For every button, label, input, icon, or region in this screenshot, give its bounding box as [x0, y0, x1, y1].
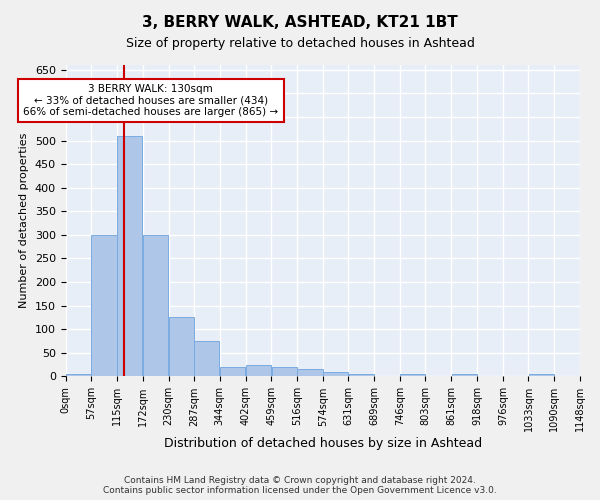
- Bar: [194, 341, 220, 376]
- Text: Contains HM Land Registry data © Crown copyright and database right 2024.
Contai: Contains HM Land Registry data © Crown c…: [103, 476, 497, 495]
- Bar: [220, 367, 245, 376]
- Bar: [66, 374, 91, 376]
- X-axis label: Distribution of detached houses by size in Ashtead: Distribution of detached houses by size …: [164, 437, 482, 450]
- Bar: [400, 374, 425, 376]
- Bar: [349, 374, 374, 376]
- Bar: [91, 235, 117, 376]
- Bar: [143, 235, 169, 376]
- Bar: [272, 367, 296, 376]
- Bar: [529, 374, 554, 376]
- Bar: [297, 370, 323, 376]
- Bar: [323, 372, 348, 376]
- Text: 3, BERRY WALK, ASHTEAD, KT21 1BT: 3, BERRY WALK, ASHTEAD, KT21 1BT: [142, 15, 458, 30]
- Text: Size of property relative to detached houses in Ashtead: Size of property relative to detached ho…: [125, 38, 475, 51]
- Y-axis label: Number of detached properties: Number of detached properties: [19, 133, 29, 308]
- Text: 3 BERRY WALK: 130sqm
← 33% of detached houses are smaller (434)
66% of semi-deta: 3 BERRY WALK: 130sqm ← 33% of detached h…: [23, 84, 278, 117]
- Bar: [452, 374, 476, 376]
- Bar: [118, 136, 142, 376]
- Bar: [246, 364, 271, 376]
- Bar: [169, 318, 194, 376]
